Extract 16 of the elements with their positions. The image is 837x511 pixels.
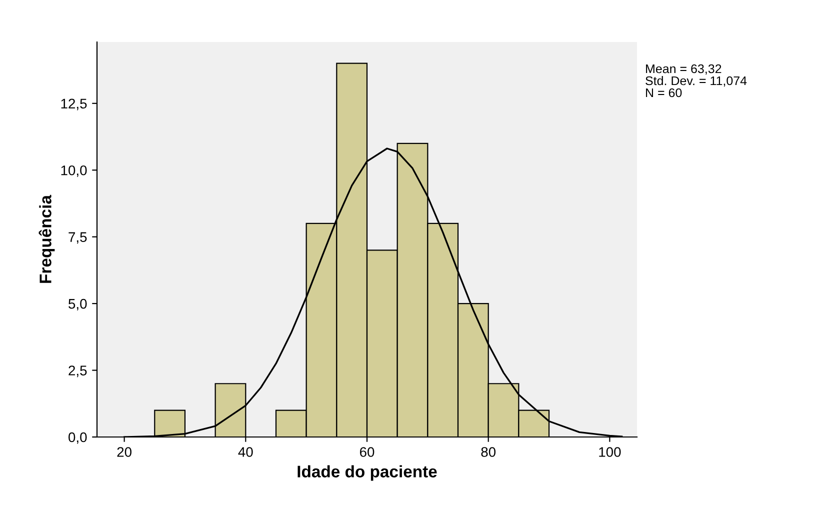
text: Mean = 63,32: [646, 64, 722, 75]
x-tick-label: 100: [599, 447, 621, 457]
y-tick-label: 5,0: [68, 298, 87, 310]
y-tick-label: 12,5: [61, 98, 87, 110]
text: N = 60: [646, 88, 682, 98]
text: Std. Dev. = 11,074: [646, 76, 747, 87]
y-tick-label: 0,0: [68, 432, 87, 444]
x-tick-label: 20: [117, 447, 132, 457]
y-tick-label: 10,0: [61, 165, 87, 177]
y-tick-label: 7,5: [68, 232, 87, 244]
x-axis-title: Idade do paciente: [298, 465, 437, 481]
x-tick-label: 60: [360, 447, 374, 457]
x-tick-label: 80: [481, 447, 496, 457]
y-tick-label: 2,5: [68, 366, 87, 378]
y-axis-title: Frequência: [38, 194, 55, 283]
x-tick-label: 40: [238, 447, 253, 457]
